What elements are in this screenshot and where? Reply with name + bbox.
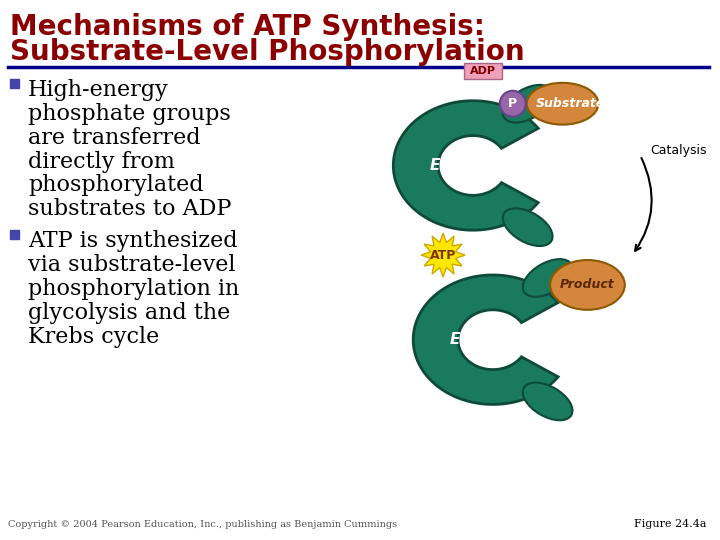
Text: Figure 24.4a: Figure 24.4a (634, 519, 707, 529)
Text: phosphorylated: phosphorylated (28, 174, 204, 197)
Text: Product: Product (560, 279, 615, 292)
Text: P: P (508, 97, 518, 110)
Text: Substrate: Substrate (536, 97, 606, 110)
Polygon shape (421, 233, 465, 277)
Ellipse shape (550, 260, 625, 310)
Ellipse shape (523, 383, 572, 420)
Ellipse shape (523, 259, 572, 297)
Text: Enzyme: Enzyme (430, 158, 496, 173)
Text: are transferred: are transferred (28, 126, 200, 149)
Text: phosphorylation in: phosphorylation in (28, 278, 239, 300)
Text: via substrate-level: via substrate-level (28, 254, 235, 276)
Text: Substrate-Level Phosphorylation: Substrate-Level Phosphorylation (10, 38, 525, 66)
Ellipse shape (527, 83, 598, 125)
Text: substrates to ADP: substrates to ADP (28, 198, 231, 220)
Text: glycolysis and the: glycolysis and the (28, 302, 230, 324)
Text: Mechanisms of ATP Synthesis:: Mechanisms of ATP Synthesis: (10, 13, 485, 41)
Ellipse shape (503, 208, 552, 246)
Text: High-energy: High-energy (28, 79, 168, 101)
Text: ATP is synthesized: ATP is synthesized (28, 230, 238, 252)
Text: Copyright © 2004 Pearson Education, Inc., publishing as Benjamin Cummings: Copyright © 2004 Pearson Education, Inc.… (8, 520, 397, 529)
Bar (464, 63, 502, 79)
Text: Catalysis: Catalysis (650, 144, 706, 157)
Bar (10, 230, 19, 239)
Text: Enzyme: Enzyme (450, 332, 516, 347)
Circle shape (500, 91, 526, 117)
Text: ADP: ADP (470, 66, 496, 76)
Bar (10, 79, 19, 88)
Ellipse shape (503, 85, 552, 123)
Polygon shape (413, 275, 558, 404)
Text: Krebs cycle: Krebs cycle (28, 326, 159, 348)
Text: phosphate groups: phosphate groups (28, 103, 230, 125)
Text: directly from: directly from (28, 151, 175, 172)
Polygon shape (393, 101, 538, 230)
Text: ATP: ATP (430, 248, 456, 261)
